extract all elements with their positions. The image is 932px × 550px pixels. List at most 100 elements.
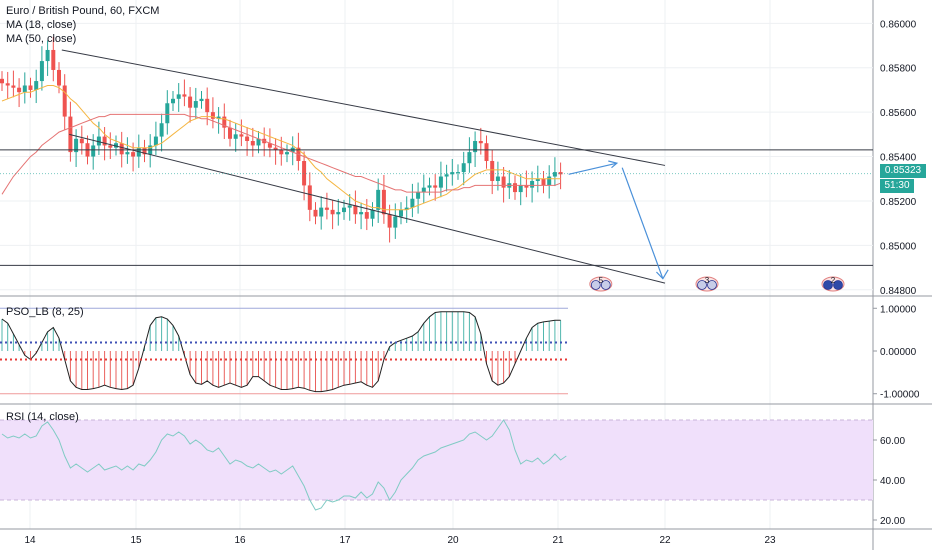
- price-tick-label: 0.86000: [880, 19, 917, 30]
- candle-body: [125, 152, 130, 155]
- candle-body: [182, 94, 187, 97]
- candle-body: [552, 172, 557, 177]
- price-pane[interactable]: 5 3 2: [0, 36, 873, 292]
- candle-body: [433, 185, 438, 188]
- time-tick-label: 17: [339, 535, 351, 546]
- candle-body: [490, 160, 495, 181]
- candle-body: [45, 49, 50, 62]
- candle-body: [461, 163, 466, 173]
- candle-body: [393, 216, 398, 228]
- last-price-badge: 0.85323: [880, 164, 926, 178]
- candle-body: [364, 212, 369, 219]
- candle-body: [438, 176, 443, 188]
- candle-body: [347, 205, 352, 208]
- rsi-line: [1, 419, 567, 511]
- candle-body: [245, 136, 250, 142]
- candle-body: [267, 143, 272, 148]
- projection-arrowhead-down: [656, 269, 669, 280]
- rsi-tick-label: 60.00: [880, 436, 905, 447]
- time-tick-label: 22: [659, 535, 671, 546]
- uk-flag-icon: [590, 280, 601, 290]
- countdown-badge: 51:30: [880, 179, 914, 193]
- candle-body: [381, 189, 386, 215]
- candle-body: [273, 147, 278, 150]
- candle-body: [501, 176, 506, 188]
- candle-body: [535, 178, 540, 181]
- candle-body: [222, 116, 227, 128]
- eu-flag-icon: [823, 280, 833, 290]
- price-tick-label: 0.84800: [880, 286, 917, 297]
- projection-arrowhead-up: [608, 160, 619, 169]
- candle-body: [171, 98, 175, 104]
- uk-flag-icon: [697, 280, 707, 290]
- candle-body: [79, 138, 84, 144]
- candle-body: [153, 136, 158, 146]
- candle-body: [302, 160, 307, 186]
- candle-body: [159, 123, 164, 137]
- candle-body: [39, 61, 44, 82]
- candle-body: [376, 189, 381, 210]
- projection-arrow-up: [568, 162, 617, 175]
- rsi-legend: RSI (14, close): [6, 411, 79, 423]
- candle-body: [279, 149, 284, 155]
- pso-tick-label: 0.00000: [880, 347, 917, 358]
- price-tick-label: 0.85600: [880, 108, 917, 119]
- candle-body: [387, 214, 392, 228]
- candle-body: [359, 212, 364, 215]
- candle-body: [370, 209, 375, 219]
- candle-body: [456, 172, 460, 174]
- eu-flag-icon: [833, 280, 843, 290]
- candle-body: [199, 98, 204, 102]
- candle-body: [205, 98, 210, 113]
- candle-body: [114, 143, 118, 148]
- candle-body: [524, 185, 529, 188]
- candle-body: [404, 207, 409, 210]
- time-tick-label: 21: [552, 535, 564, 546]
- candle-body: [319, 207, 324, 217]
- candle-body: [307, 185, 312, 210]
- candle-body: [5, 83, 10, 86]
- candle-body: [34, 81, 39, 90]
- candle-body: [484, 143, 489, 161]
- candle-body: [250, 141, 255, 146]
- candle-body: [96, 136, 101, 146]
- symbol-title: Euro / British Pound, 60, FXCM: [6, 5, 160, 17]
- candle-body: [541, 178, 546, 186]
- event-count: 2: [831, 276, 836, 285]
- uk-flag-icon: [600, 280, 611, 290]
- candle-body: [239, 134, 244, 137]
- candle-body: [427, 185, 432, 188]
- candle-body: [324, 207, 329, 210]
- candle-body: [467, 152, 472, 164]
- candle-body: [28, 85, 33, 90]
- uk-flag-icon: [707, 280, 717, 290]
- time-tick-label: 14: [24, 535, 36, 546]
- time-tick-label: 23: [764, 535, 776, 546]
- candle-body: [530, 180, 535, 188]
- candle-body: [228, 127, 232, 139]
- candle-body: [131, 152, 136, 157]
- candle-body: [444, 174, 449, 177]
- candle-body: [91, 145, 96, 157]
- candle-body: [518, 185, 523, 193]
- economic-event-marker: 3: [695, 276, 719, 292]
- channel-lower-line: [69, 133, 666, 284]
- rsi-tick-label: 40.00: [880, 476, 905, 487]
- candle-body: [353, 205, 358, 215]
- projection-arrow-down: [621, 167, 664, 279]
- rsi-pane[interactable]: [0, 419, 873, 511]
- candle-body: [11, 85, 16, 88]
- candle-body: [142, 147, 147, 155]
- pso-pane[interactable]: [0, 307, 568, 395]
- time-tick-label: 16: [234, 535, 246, 546]
- economic-event-marker: 5: [589, 276, 613, 292]
- candle-body: [285, 152, 289, 155]
- channel-upper-line: [61, 49, 666, 166]
- candle-body: [410, 198, 415, 208]
- candle-body: [547, 176, 552, 186]
- pso-legend: PSO_LB (8, 25): [6, 306, 84, 318]
- rsi-tick-label: 20.00: [880, 516, 905, 527]
- candle-body: [336, 212, 341, 215]
- pso-tick-label: 1.00000: [880, 304, 917, 315]
